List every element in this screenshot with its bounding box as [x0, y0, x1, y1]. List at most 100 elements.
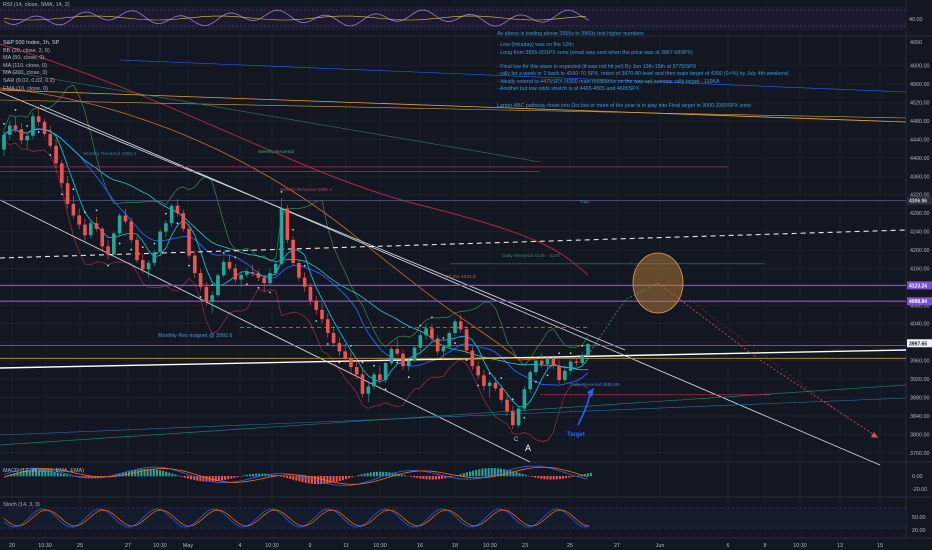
- macd-histogram-bar: [196, 476, 199, 481]
- indicator-ma50[interactable]: MA (50, close, 0): [3, 55, 45, 62]
- macd-histogram-bar: [555, 476, 558, 480]
- price-axis-tick: 4400.00: [910, 156, 930, 162]
- indicator-ema[interactable]: EMA (10, close, 0): [3, 85, 48, 92]
- candle-body: [60, 163, 64, 184]
- indicator-sar[interactable]: SAR (0.02, 0.02, 0.2): [3, 77, 55, 84]
- macd-histogram-bar: [93, 476, 96, 479]
- candle-body: [441, 346, 446, 352]
- rsi-line: [3, 9, 590, 27]
- macd-histogram-bar: [273, 474, 276, 477]
- sar-dot: [465, 359, 468, 362]
- candle-body: [175, 205, 180, 214]
- macd-histogram-bar: [248, 474, 251, 477]
- price-axis-tick: 3840.00: [910, 414, 930, 420]
- sar-dot: [569, 352, 572, 355]
- indicator-ma200[interactable]: MA (200, close, 0): [3, 70, 48, 77]
- time-axis-label: 10:30: [265, 543, 279, 549]
- symbol-label[interactable]: S&P 500 Index, 1h, SP: [3, 40, 60, 46]
- macd-histogram-bar: [589, 472, 592, 477]
- candle-body: [568, 361, 573, 371]
- macd-histogram-bar: [19, 471, 22, 477]
- macd-histogram-bar: [87, 476, 90, 479]
- sar-dot: [407, 376, 410, 379]
- macd-histogram-bar: [177, 475, 180, 477]
- sar-dot: [222, 251, 225, 254]
- monthly-rev-magnet-label: Monthly Rev magnet @ 3992.6: [158, 333, 232, 339]
- price-axis-tick: 4360.00: [910, 174, 930, 180]
- candle-body: [54, 145, 58, 164]
- blue-trend-line: [119, 59, 907, 93]
- projection-arrowhead: [871, 432, 878, 438]
- sar-dot: [396, 361, 399, 364]
- time-axis-label: 10:30: [483, 543, 497, 549]
- price-axis-tick: 3920.00: [910, 377, 930, 383]
- sar-dot: [130, 248, 133, 251]
- macd-histogram-bar: [394, 473, 397, 477]
- time-axis-label: 9: [309, 543, 312, 549]
- price-axis-tick: 4320.00: [910, 193, 930, 199]
- candle-body: [13, 125, 18, 130]
- candle-body: [25, 135, 29, 141]
- main-legend: S&P 500 Index, 1h, SP BB (20, close, 2, …: [3, 40, 59, 93]
- sar-dot: [373, 364, 375, 367]
- sar-dot: [523, 416, 526, 419]
- macd-histogram-bar: [171, 473, 174, 477]
- macd-histogram-bar: [286, 476, 289, 479]
- macd-histogram-bar: [252, 473, 254, 477]
- bollinger-lower: [3, 140, 589, 442]
- time-axis-label: 10:30: [793, 543, 807, 549]
- note-top-partial: As above is trading above 3955s to 3960s…: [497, 31, 644, 37]
- candle-body: [395, 349, 399, 354]
- candle-body: [326, 319, 330, 333]
- macd-histogram-bar: [149, 468, 152, 477]
- price-tag-text: 4088.84: [909, 299, 927, 305]
- indicator-bb[interactable]: BB (20, close, 2, 0): [3, 47, 50, 54]
- time-axis-label: 11: [343, 543, 349, 549]
- stoch-d-line: [3, 509, 590, 527]
- candle-body: [354, 367, 359, 375]
- macd-histogram-bar: [230, 476, 233, 479]
- macd-histogram-bar: [301, 476, 304, 483]
- price-axis-tick: 3960.00: [910, 359, 930, 365]
- candle-body: [383, 362, 388, 380]
- macd-histogram-bar: [84, 476, 87, 479]
- time-axis-label: May: [183, 543, 193, 549]
- channel-lower-line: [0, 199, 531, 463]
- sar-dot: [488, 372, 491, 375]
- price-tag-bg: [907, 297, 932, 306]
- candle-body: [378, 374, 382, 380]
- dashed-projection-line: [0, 229, 907, 259]
- macd-histogram-bar: [16, 472, 19, 477]
- macd-histogram-bar: [22, 470, 25, 477]
- macd-histogram-bar: [465, 472, 468, 477]
- candle-body: [181, 213, 186, 229]
- sar-dot: [153, 242, 156, 245]
- candle-body: [152, 252, 157, 263]
- macd-histogram-bar: [410, 476, 413, 477]
- macd-histogram-bar: [472, 470, 475, 477]
- macd-histogram-bar: [25, 470, 28, 477]
- candle-body: [129, 221, 134, 240]
- daily-reversal-high-label: Daily Reversal 4145 - 4170: [502, 253, 560, 259]
- macd-histogram-bar: [162, 470, 165, 477]
- candle-body: [320, 309, 324, 320]
- macd-axis-tick: -20.00: [912, 487, 927, 493]
- candle-body: [516, 408, 521, 426]
- macd-histogram-bar: [537, 476, 540, 479]
- macd-histogram-bar: [527, 475, 530, 477]
- macd-histogram-bar: [509, 470, 512, 477]
- indicator-ma110[interactable]: MA (110, close, 0): [3, 62, 47, 69]
- sar-dot: [176, 222, 179, 225]
- candle-body: [262, 277, 266, 284]
- candle-body: [221, 261, 226, 276]
- candle-body: [574, 361, 579, 363]
- candle-body: [505, 399, 509, 412]
- time-axis-label: 23: [522, 543, 528, 549]
- macd-histogram-bar: [540, 476, 543, 479]
- candle-body: [551, 358, 556, 367]
- macd-histogram-bar: [137, 469, 140, 477]
- macd-histogram-bar: [552, 476, 555, 480]
- candle-body: [273, 263, 278, 274]
